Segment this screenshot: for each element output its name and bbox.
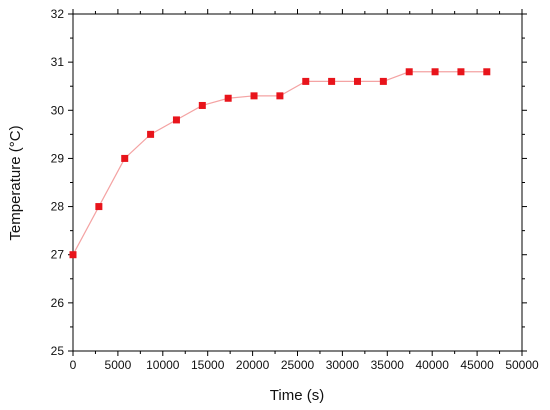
data-point [483,68,491,76]
data-point [95,203,103,211]
x-tick-label: 5000 [105,358,132,372]
data-point [121,154,129,162]
y-tick-label: 26 [51,296,65,310]
series-group [69,68,491,259]
x-tick-label: 25000 [281,358,315,372]
x-tick-label: 0 [70,358,77,372]
y-tick-label: 27 [51,248,65,262]
x-tick-label: 40000 [416,358,450,372]
plot-frame [72,13,523,352]
data-point [431,68,439,76]
data-point [276,92,284,100]
axis-ticks: 0 5000 10000 15000 20000 25000 30000 35000 40000… [51,7,539,372]
x-tick-label: 50000 [505,358,539,372]
data-point [198,101,206,109]
y-tick-label: 29 [51,151,65,165]
y-tick-label: 30 [51,103,65,117]
data-point [147,130,155,138]
data-point [405,68,413,76]
x-axis-title: Time (s) [270,387,324,404]
y-axis-title: Temperature (°C) [7,125,24,240]
x-tick-label: 35000 [371,358,405,372]
data-point [379,77,387,85]
data-point [69,251,77,259]
x-tick-label: 45000 [460,358,494,372]
x-tick-label: 15000 [191,358,225,372]
y-tick-label: 31 [51,55,65,69]
data-point [250,92,258,100]
x-tick-label: 10000 [146,358,180,372]
data-point [457,68,465,76]
x-tick-label: 20000 [236,358,270,372]
x-tick-label: 30000 [326,358,360,372]
data-point [302,77,310,85]
y-tick-label: 28 [51,200,65,214]
data-point [353,77,361,85]
y-tick-label: 25 [51,344,65,358]
data-point [224,94,232,102]
y-tick-label: 32 [51,7,65,21]
data-point [172,116,180,124]
data-point [328,77,336,85]
